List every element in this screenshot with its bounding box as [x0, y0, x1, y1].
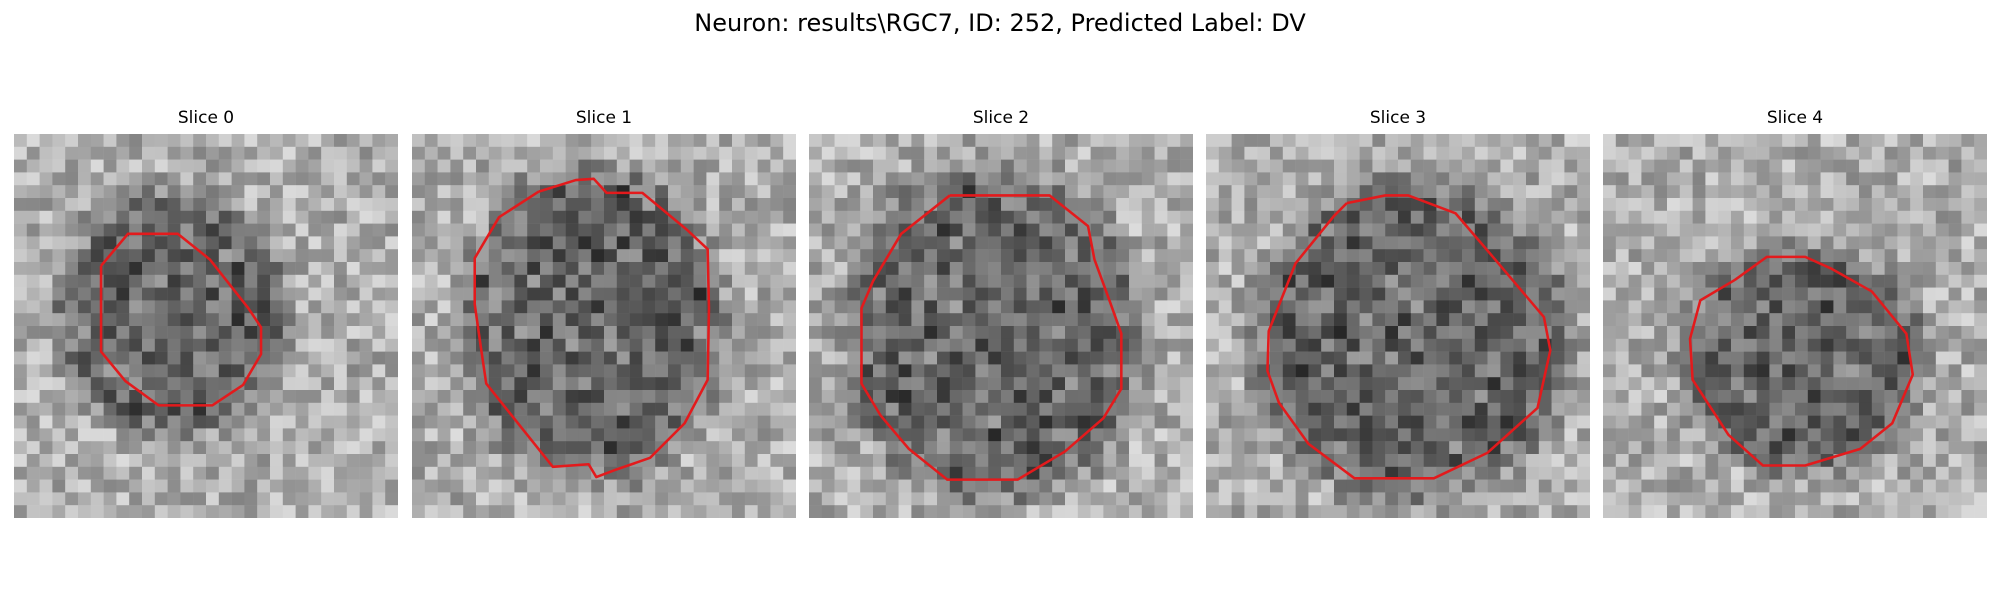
cell-outline	[1688, 255, 1915, 467]
slice-image	[412, 134, 796, 518]
cell-outline	[99, 232, 263, 407]
slice-panel-3: Slice 3	[1206, 108, 1590, 518]
slice-image	[1206, 134, 1590, 518]
slice-panel-4: Slice 4	[1603, 108, 1987, 518]
slice-image	[809, 134, 1193, 518]
slice-title: Slice 2	[972, 108, 1030, 128]
cell-outline	[860, 194, 1123, 481]
slice-title: Slice 3	[1369, 108, 1427, 128]
cell-outline	[1266, 194, 1552, 480]
slice-panel-0: Slice 0	[14, 108, 398, 518]
slice-title: Slice 4	[1766, 108, 1824, 128]
slice-panel-1: Slice 1	[412, 108, 796, 518]
slice-image	[1603, 134, 1987, 518]
cell-outline	[473, 177, 711, 479]
figure-title: Neuron: results\RGC7, ID: 252, Predicted…	[694, 9, 1306, 37]
slice-title: Slice 0	[177, 108, 235, 128]
slice-title: Slice 1	[575, 108, 633, 128]
slice-panel-2: Slice 2	[809, 108, 1193, 518]
slice-image	[14, 134, 398, 518]
